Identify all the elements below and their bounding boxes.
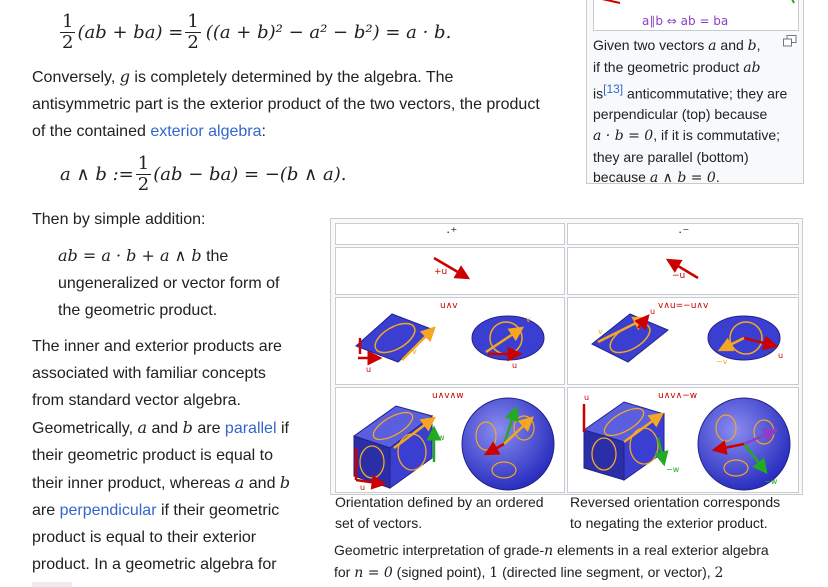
trivector-u-wedge-v-wedge-minus-w: u∧v∧−w u −w −w (582, 391, 791, 491)
equation-rhs: ((a + b)² − a² − b²) = a · b. (205, 21, 452, 43)
label-u-wedge-v-wedge-w: u∧v∧w (432, 391, 464, 401)
geometric-product-formula: ab = a · b + a ∧ b (58, 246, 202, 265)
vector-minus-u: −u (665, 258, 699, 281)
label-plus-u: +u (434, 267, 447, 277)
bivector-v-wedge-u: v∧u=−u∧v v u u −v (591, 301, 783, 366)
header-cell-negative: ·⁻ (567, 223, 799, 245)
trivector-u-wedge-v-wedge-w: u∧v∧w w u (352, 391, 555, 492)
paragraph-simple-addition: Then by simple addition: (32, 211, 206, 228)
svg-text:u: u (650, 307, 655, 316)
link-perpendicular[interactable]: perpendicular (59, 502, 157, 519)
thumbnail-diagram: a∥b ⇔ ab = ba (601, 0, 795, 28)
svg-text:u: u (584, 393, 589, 402)
figure-exterior-algebra-grades: ·⁺ ·⁻ +u −u u∧v (330, 218, 803, 495)
thumbnail-caption: Given two vectors a and b, if the geomet… (593, 37, 788, 187)
equation-lhs: (ab + ba) = (77, 21, 184, 43)
thumbnail-label: a∥b ⇔ ab = ba (642, 14, 728, 28)
signed-point-negative: ·⁻ (678, 224, 690, 239)
svg-text:−w: −w (666, 465, 680, 474)
paragraph-conversely: Conversely, g is completely determined b… (32, 67, 540, 140)
cell-trivector-negative: u∧v∧−w u −w −w (567, 387, 799, 493)
equation-exterior-product: a ∧ b := 1 2 (ab − ba) = −(b ∧ a). (60, 152, 347, 195)
bivector-u-wedge-v: u∧v u v v u (355, 301, 545, 374)
svg-text:v: v (598, 327, 603, 336)
label-v-wedge-u: v∧u=−u∧v (658, 301, 709, 311)
vector-plus-u: +u (433, 256, 471, 280)
thumbnail-image[interactable]: a∥b ⇔ ab = ba (593, 0, 799, 31)
vector-b-fragment (791, 0, 795, 4)
fraction-half: 1 2 (60, 10, 76, 53)
svg-text:v: v (412, 347, 417, 356)
svg-text:u: u (778, 351, 783, 360)
label-u-wedge-v: u∧v (440, 301, 458, 311)
svg-text:v: v (526, 315, 531, 324)
indented-vector-form: ab = a · b + a ∧ b the ungeneralized or … (58, 246, 280, 319)
cell-trivector-positive: u∧v∧w w u (335, 387, 565, 493)
vector-a-fragment (601, 0, 621, 4)
equation-symmetric-part: 1 2 (ab + ba) = 1 2 ((a + b)² − a² − b²)… (58, 10, 451, 54)
cutoff-highlight (32, 582, 72, 587)
link-parallel[interactable]: parallel (224, 420, 277, 437)
magnify-icon[interactable] (783, 35, 797, 47)
header-cell-positive: ·⁺ (335, 223, 565, 245)
svg-text:u: u (512, 361, 517, 370)
label-u-wedge-v-wedge-minus-w: u∧v∧−w (658, 391, 697, 401)
figure-caption: Geometric interpretation of grade-n elem… (334, 542, 769, 581)
subcaption-orientation: Orientation defined by an ordered set of… (335, 494, 544, 531)
fraction-half: 1 2 (135, 152, 152, 195)
link-exterior-algebra[interactable]: exterior algebra (150, 123, 262, 140)
svg-text:w: w (438, 433, 445, 442)
cell-bivector-positive: u∧v u v v u (335, 297, 565, 385)
fraction-half: 1 2 (185, 10, 201, 53)
thumbnail-commutativity: a∥b ⇔ ab = ba Given two vectors a and b,… (586, 0, 804, 186)
svg-text:u: u (366, 365, 371, 374)
cell-bivector-negative: v∧u=−u∧v v u u −v (567, 297, 799, 385)
svg-text:−w: −w (764, 477, 778, 486)
subcaption-reversed: Reversed orientation corresponds to nega… (570, 494, 781, 531)
label-minus-u: −u (672, 271, 685, 281)
svg-text:−v: −v (716, 357, 728, 366)
paragraph-inner-exterior: The inner and exterior products are asso… (32, 338, 291, 573)
signed-point-positive: ·⁺ (446, 224, 458, 239)
cell-vector-negative: −u (567, 247, 799, 295)
reference-13[interactable]: [13] (603, 81, 624, 96)
svg-text:u: u (360, 483, 365, 492)
cell-vector-positive: +u (335, 247, 565, 295)
